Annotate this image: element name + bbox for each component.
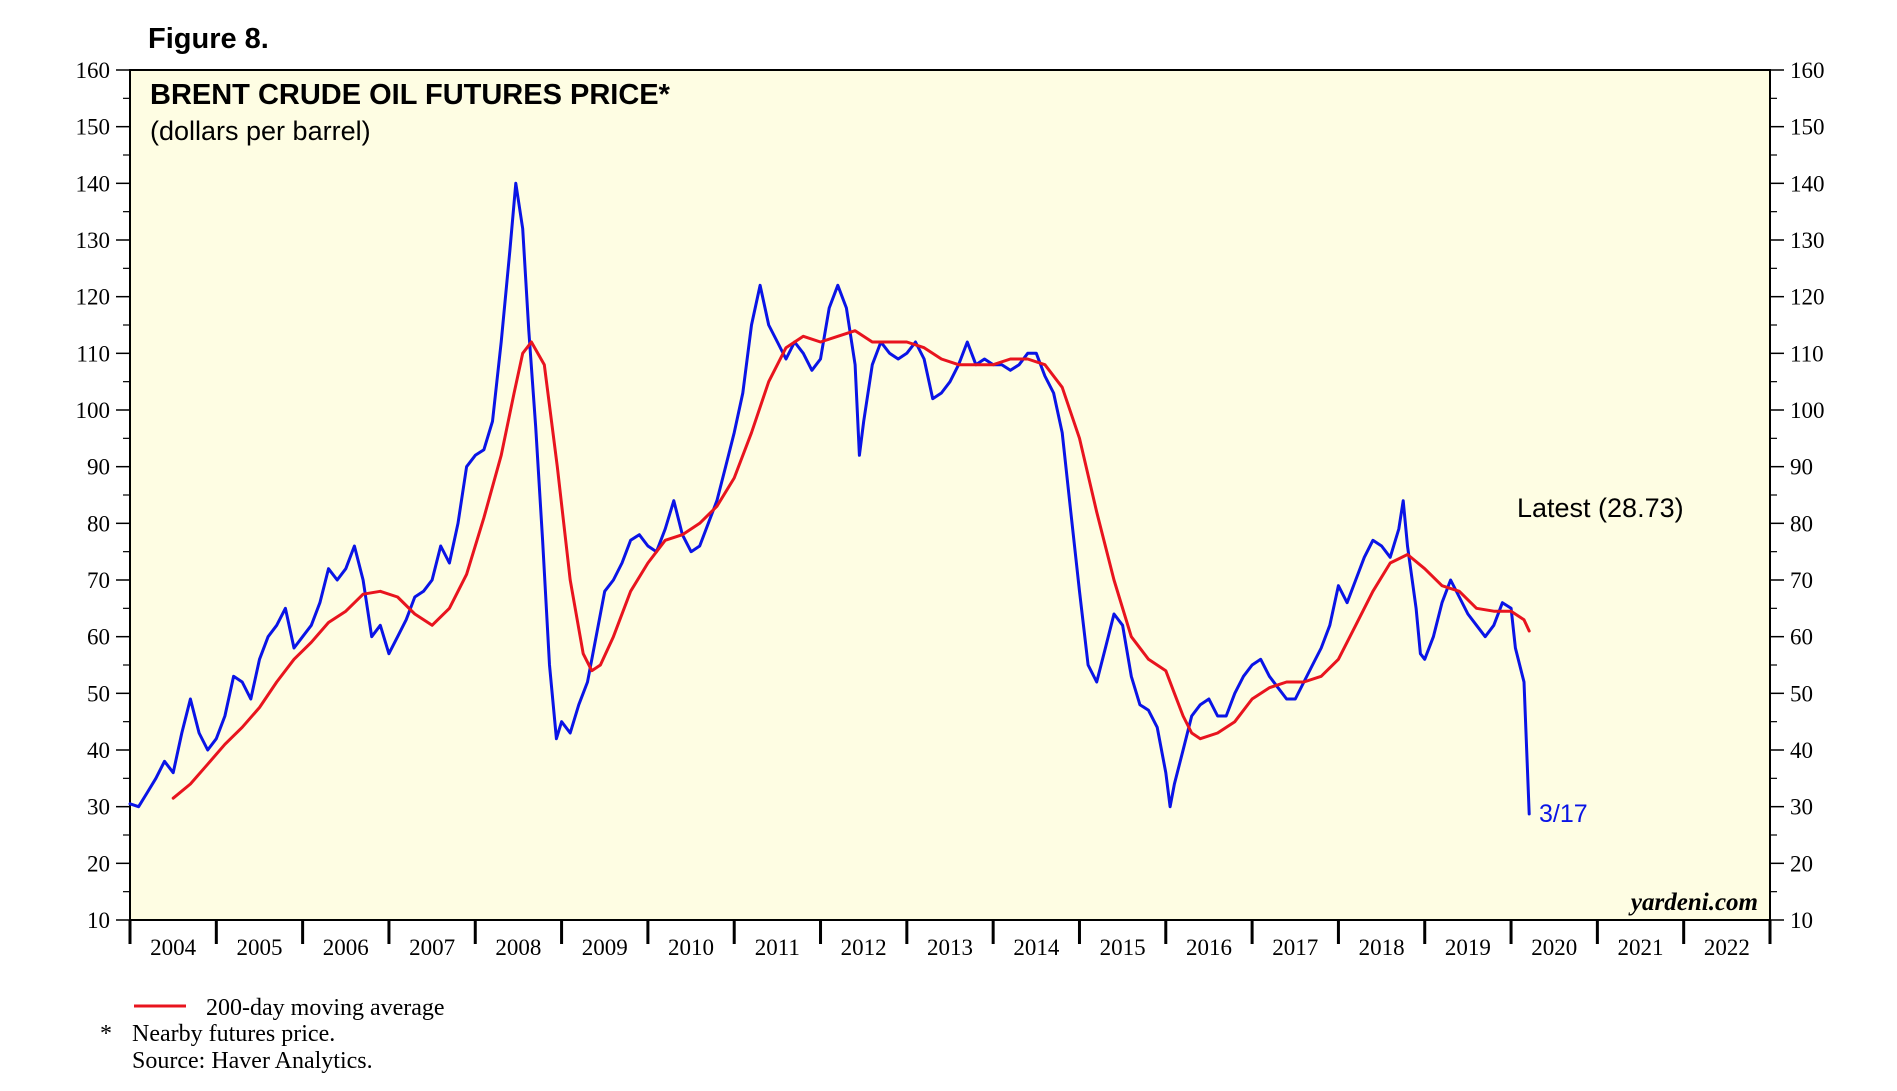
y-tick-label-left: 10 bbox=[87, 908, 110, 933]
x-tick-label: 2005 bbox=[236, 935, 282, 960]
y-tick-label-left: 150 bbox=[76, 115, 111, 140]
y-axis-right: 10 20 30 40 50 60 70 80 90 100 110 120 130 140 150 160 bbox=[1770, 58, 1825, 933]
x-tick-label: 2020 bbox=[1531, 935, 1577, 960]
y-axis-left: 10 20 30 40 50 60 70 80 90 100 110 120 130 140 150 160 bbox=[76, 58, 130, 933]
figure-label: Figure 8. bbox=[148, 23, 269, 55]
x-tick-label: 2010 bbox=[668, 935, 714, 960]
y-tick-label-right: 80 bbox=[1790, 511, 1813, 536]
y-tick-label-left: 100 bbox=[76, 398, 111, 423]
x-tick-label: 2014 bbox=[1013, 935, 1060, 960]
y-tick-label-left: 40 bbox=[87, 738, 110, 763]
x-tick-label: 2019 bbox=[1445, 935, 1491, 960]
y-tick-label-right: 110 bbox=[1790, 341, 1824, 366]
y-tick-label-right: 60 bbox=[1790, 625, 1813, 650]
y-tick-label-right: 30 bbox=[1790, 795, 1813, 820]
x-axis: 2004 2005 2006 2007 2008 2009 2010 2011 2012 2013… bbox=[128, 920, 1772, 960]
x-tick-label: 2015 bbox=[1100, 935, 1146, 960]
y-tick-label-left: 110 bbox=[76, 341, 110, 366]
x-tick-label: 2017 bbox=[1272, 935, 1318, 960]
y-tick-label-left: 70 bbox=[87, 568, 110, 593]
y-tick-label-right: 10 bbox=[1790, 908, 1813, 933]
footnote-source: Source: Haver Analytics. bbox=[132, 1048, 373, 1074]
chart-subtitle: (dollars per barrel) bbox=[150, 116, 371, 146]
x-tick-label: 2021 bbox=[1618, 935, 1664, 960]
footnote-note: Nearby futures price. bbox=[132, 1021, 335, 1047]
y-tick-label-left: 140 bbox=[76, 171, 111, 196]
watermark: yardeni.com bbox=[1628, 889, 1758, 916]
y-tick-label-left: 90 bbox=[87, 455, 110, 480]
x-tick-label: 2012 bbox=[841, 935, 887, 960]
y-tick-label-right: 130 bbox=[1790, 228, 1825, 253]
y-tick-label-left: 80 bbox=[87, 511, 110, 536]
plot-area bbox=[129, 69, 1771, 921]
x-tick-label: 2009 bbox=[582, 935, 628, 960]
series-layer bbox=[128, 181, 1531, 816]
y-tick-label-right: 160 bbox=[1790, 58, 1825, 83]
x-tick-label: 2022 bbox=[1704, 935, 1750, 960]
y-tick-label-right: 20 bbox=[1790, 851, 1813, 876]
y-tick-label-right: 140 bbox=[1790, 171, 1825, 196]
y-tick-label-right: 50 bbox=[1790, 681, 1813, 706]
x-tick-label: 2018 bbox=[1359, 935, 1405, 960]
x-tick-label: 2011 bbox=[755, 935, 800, 960]
y-tick-label-right: 90 bbox=[1790, 455, 1813, 480]
y-tick-label-left: 60 bbox=[87, 625, 110, 650]
y-tick-label-left: 30 bbox=[87, 795, 110, 820]
y-tick-label-left: 50 bbox=[87, 681, 110, 706]
y-tick-label-left: 160 bbox=[76, 58, 111, 83]
y-tick-label-left: 20 bbox=[87, 851, 110, 876]
y-tick-label-right: 120 bbox=[1790, 285, 1825, 310]
x-tick-label: 2007 bbox=[409, 935, 455, 960]
x-tick-label: 2006 bbox=[323, 935, 369, 960]
moving-average-line bbox=[171, 329, 1531, 800]
latest-date-label: 3/17 bbox=[1539, 800, 1588, 828]
legend-ma-label: 200-day moving average bbox=[206, 995, 445, 1021]
x-tick-label: 2016 bbox=[1186, 935, 1232, 960]
x-tick-label: 2013 bbox=[927, 935, 973, 960]
y-tick-label-right: 40 bbox=[1790, 738, 1813, 763]
y-tick-label-right: 70 bbox=[1790, 568, 1813, 593]
footnote-asterisk: * bbox=[100, 1021, 112, 1047]
latest-value-label: Latest (28.73) bbox=[1517, 493, 1684, 523]
chart-title: BRENT CRUDE OIL FUTURES PRICE* bbox=[150, 79, 671, 111]
y-tick-label-left: 130 bbox=[76, 228, 111, 253]
x-tick-label: 2004 bbox=[150, 935, 197, 960]
y-tick-label-right: 150 bbox=[1790, 115, 1825, 140]
y-tick-label-right: 100 bbox=[1790, 398, 1825, 423]
price-series-line bbox=[128, 181, 1531, 816]
x-tick-label: 2008 bbox=[495, 935, 541, 960]
y-tick-label-left: 120 bbox=[76, 285, 111, 310]
